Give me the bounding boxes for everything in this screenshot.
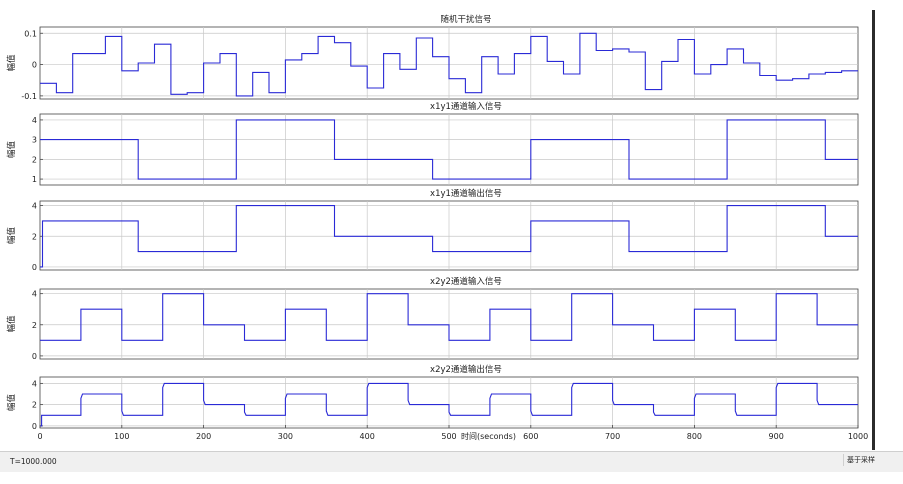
plot-title-1: 随机干扰信号 [440, 14, 491, 25]
x-tick-label: 100 [114, 432, 129, 441]
x-tick-label: 700 [605, 432, 620, 441]
series-line-1 [40, 32, 858, 97]
y-tick-label: -0.1 [21, 92, 37, 101]
y-axis-label: 幅值 [6, 54, 17, 72]
y-tick-label: 0 [32, 352, 37, 361]
scope-window: -0.1 0 0.1 随机干扰信号 幅值 1 2 3 4 x1y1通道输入信号 幅值 0 2 4 x1y1通… [6, 10, 875, 450]
y-tick-label: 3 [32, 136, 37, 145]
y-tick-label: 4 [32, 290, 37, 299]
y-tick-label: 2 [32, 155, 37, 164]
x-tick-label: 400 [360, 432, 375, 441]
plot-title-2: x1y1通道输入信号 [430, 101, 502, 112]
plot-title-4: x2y2通道输入信号 [430, 276, 502, 287]
y-tick-label: 4 [32, 116, 37, 125]
y-tick-label: 2 [32, 232, 37, 241]
y-axis-label: 幅值 [6, 141, 17, 159]
y-axis-label: 幅值 [6, 315, 17, 333]
plot-title-3: x1y1通道输出信号 [430, 188, 502, 199]
simulation-time-readout: T=1000.000 [10, 457, 57, 466]
y-axis-label: 幅值 [6, 227, 17, 245]
scope-plots: -0.100.1随机干扰信号幅值1234x1y1通道输入信号幅值024x1y1通… [6, 14, 868, 441]
x-tick-label: 500 [441, 432, 456, 441]
x-tick-label: 900 [769, 432, 784, 441]
series-line-5 [40, 382, 858, 427]
y-tick-label: 2 [32, 401, 37, 410]
y-tick-label: 0 [32, 263, 37, 272]
x-tick-label: 0 [37, 432, 42, 441]
y-tick-label: 0 [32, 61, 37, 70]
status-bar: T=1000.000 基于采样 [0, 451, 903, 472]
x-axis-label: 时间(seconds) [461, 431, 516, 441]
series-line-2 [40, 119, 858, 180]
y-tick-label: 4 [32, 379, 37, 388]
y-tick-label: 0.1 [24, 29, 37, 38]
x-tick-label: 600 [523, 432, 538, 441]
x-tick-label: 800 [687, 432, 702, 441]
y-tick-label: 1 [32, 175, 37, 184]
window-right-edge [872, 10, 875, 450]
y-tick-label: 4 [32, 202, 37, 211]
y-tick-label: 2 [32, 321, 37, 330]
y-axis-label: 幅值 [6, 394, 17, 412]
plot-title-5: x2y2通道输出信号 [430, 364, 502, 375]
sampling-mode-indicator: 基于采样 [843, 454, 878, 466]
x-tick-label: 200 [196, 432, 211, 441]
x-tick-label: 300 [278, 432, 293, 441]
x-tick-label: 1000 [848, 432, 868, 441]
series-line-4 [40, 293, 858, 341]
series-line-3 [40, 205, 858, 268]
y-tick-label: 0 [32, 422, 37, 431]
